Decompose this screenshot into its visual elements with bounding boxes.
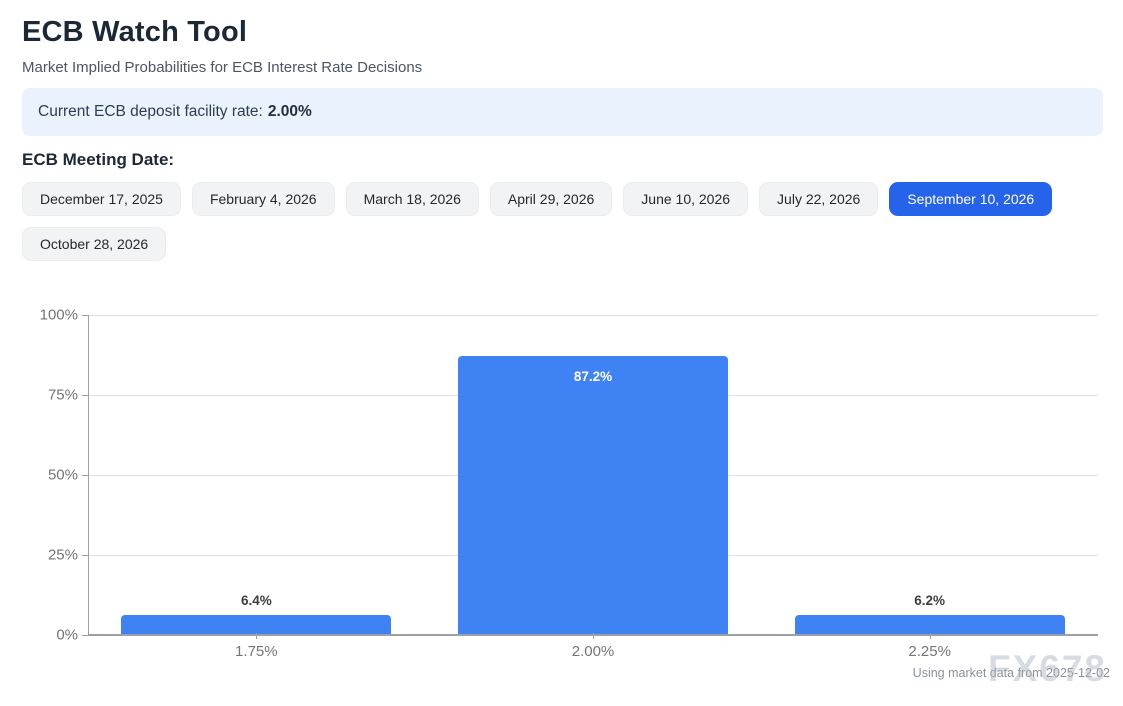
y-axis-label-0%: 0% [56, 626, 78, 644]
meeting-date-button-1[interactable]: February 4, 2026 [191, 182, 335, 216]
y-axis-label-100%: 100% [39, 306, 78, 324]
page-subtitle: Market Implied Probabilities for ECB Int… [22, 59, 423, 76]
y-axis-tick-50% [82, 475, 88, 476]
bar-1.75%[interactable] [121, 614, 392, 634]
bar-value-label-2.00%: 87.2% [573, 368, 613, 384]
current-rate-label: Current ECB deposit facility rate: [38, 103, 263, 120]
meeting-date-button-7[interactable]: October 28, 2026 [22, 227, 167, 261]
bar-value-label-1.75%: 6.4% [240, 592, 272, 608]
x-axis-label-2.25%: 2.25% [908, 643, 951, 660]
meeting-date-button-3[interactable]: April 29, 2026 [489, 182, 613, 216]
market-data-note: Using market data from 2025-12-02 [912, 666, 1110, 680]
meeting-date-button-2[interactable]: March 18, 2026 [345, 182, 479, 216]
bar-2.25%[interactable] [794, 615, 1065, 634]
x-axis-tick-2.00% [593, 633, 594, 639]
y-axis-tick-75% [82, 395, 88, 396]
meeting-date-heading: ECB Meeting Date: [22, 150, 175, 169]
y-axis-line [88, 315, 89, 636]
bar-2.00%[interactable] [458, 355, 728, 634]
meeting-date-button-4[interactable]: June 10, 2026 [623, 182, 749, 216]
bar-value-label-2.25%: 6.2% [914, 593, 946, 609]
y-axis-label-75%: 75% [47, 386, 78, 404]
current-rate-value: 2.00% [267, 103, 312, 120]
page-title: ECB Watch Tool [22, 16, 248, 48]
x-axis-tick-2.25% [929, 633, 931, 639]
x-axis-tick-1.75% [256, 633, 258, 639]
meeting-date-button-6-selected[interactable]: September 10, 2026 [889, 182, 1053, 216]
y-axis-tick-0% [82, 635, 88, 636]
y-axis-tick-25% [82, 555, 88, 556]
x-axis-label-2.00%: 2.00% [571, 643, 615, 660]
y-axis-tick-100% [82, 315, 88, 316]
meeting-date-buttons: December 17, 2025 February 4, 2026 March 1… [22, 182, 1105, 261]
x-axis-label-1.75%: 1.75% [235, 643, 278, 660]
y-axis-label-25%: 25% [47, 546, 78, 564]
gridline-100% [88, 315, 1098, 316]
probability-bar-chart: 0% 25% 50% 75% 100% 6.4% 1.75% 87.2% 2.00% 6.2% 2.… [22, 303, 1102, 660]
y-axis-label-50%: 50% [47, 466, 78, 484]
current-rate-banner: Current ECB deposit facility rate: 2.00% [22, 88, 1103, 136]
meeting-date-button-5[interactable]: July 22, 2026 [759, 182, 879, 216]
meeting-date-button-0[interactable]: December 17, 2025 [22, 182, 181, 216]
